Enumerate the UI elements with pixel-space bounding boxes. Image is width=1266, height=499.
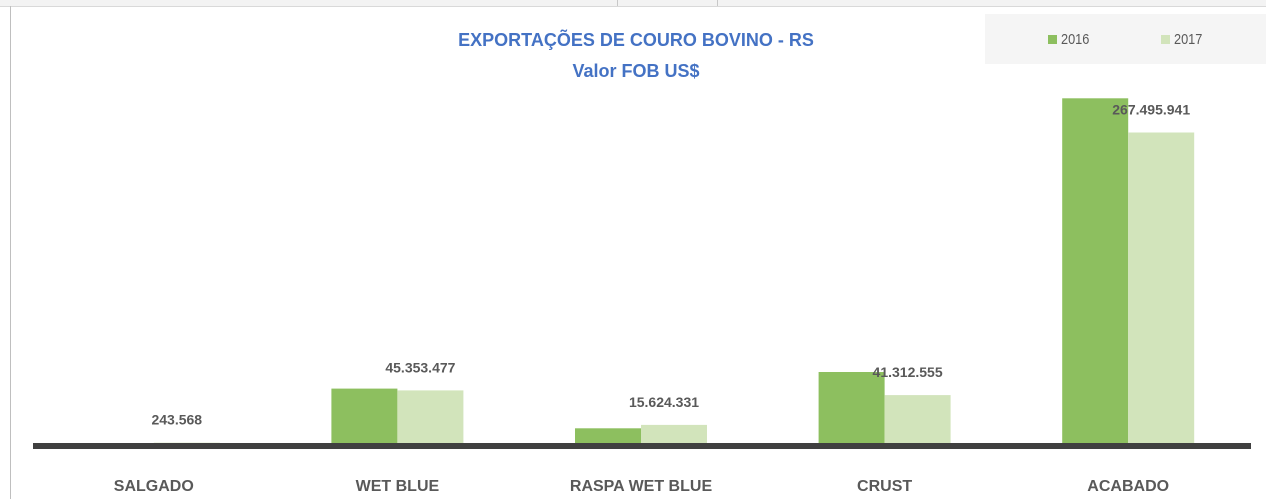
labels-group: 243.568 SALGADO 45.353.477 WET BLUE 15.624.3…	[114, 102, 1191, 496]
legend-label-2017: 2017	[1174, 31, 1203, 48]
bar-2016-acabado	[1062, 98, 1129, 444]
column-header-segment	[0, 0, 618, 6]
legend-item-2016: 2016	[1048, 31, 1094, 48]
chart-left-border	[10, 6, 11, 499]
bar-2016-wet-blue	[331, 388, 398, 443]
data-label: 41.312.555	[873, 364, 943, 380]
bars-group	[153, 98, 1195, 444]
category-label: WET BLUE	[356, 478, 440, 495]
legend: 2016 2017	[985, 14, 1266, 64]
chart-subtitle: Valor FOB US$	[572, 61, 699, 81]
chart-title: EXPORTAÇÕES DE COURO BOVINO - RS	[458, 29, 814, 50]
bar-2016-raspa-wet-blue	[575, 428, 641, 443]
bar-2017-wet-blue	[397, 390, 464, 443]
legend-swatch-2017	[1161, 35, 1170, 44]
top-strip	[0, 0, 1266, 7]
legend-label-2016: 2016	[1061, 31, 1090, 48]
data-label: 15.624.331	[629, 394, 699, 410]
data-label: 267.495.941	[1112, 102, 1190, 118]
category-label: ACABADO	[1087, 478, 1169, 495]
category-label: SALGADO	[114, 478, 194, 495]
legend-item-2017: 2017	[1161, 31, 1207, 48]
bar-2017-acabado	[1128, 132, 1195, 443]
column-header-segment	[617, 0, 718, 6]
x-axis-baseline	[33, 443, 1251, 449]
legend-swatch-2016	[1048, 35, 1057, 44]
data-label: 243.568	[151, 412, 202, 428]
bar-2017-crust	[884, 395, 951, 443]
category-label: RASPA WET BLUE	[570, 478, 713, 495]
data-label: 45.353.477	[385, 359, 455, 375]
category-label: CRUST	[857, 478, 912, 495]
bar-2017-raspa-wet-blue	[641, 424, 707, 443]
bar-2016-crust	[818, 372, 885, 443]
